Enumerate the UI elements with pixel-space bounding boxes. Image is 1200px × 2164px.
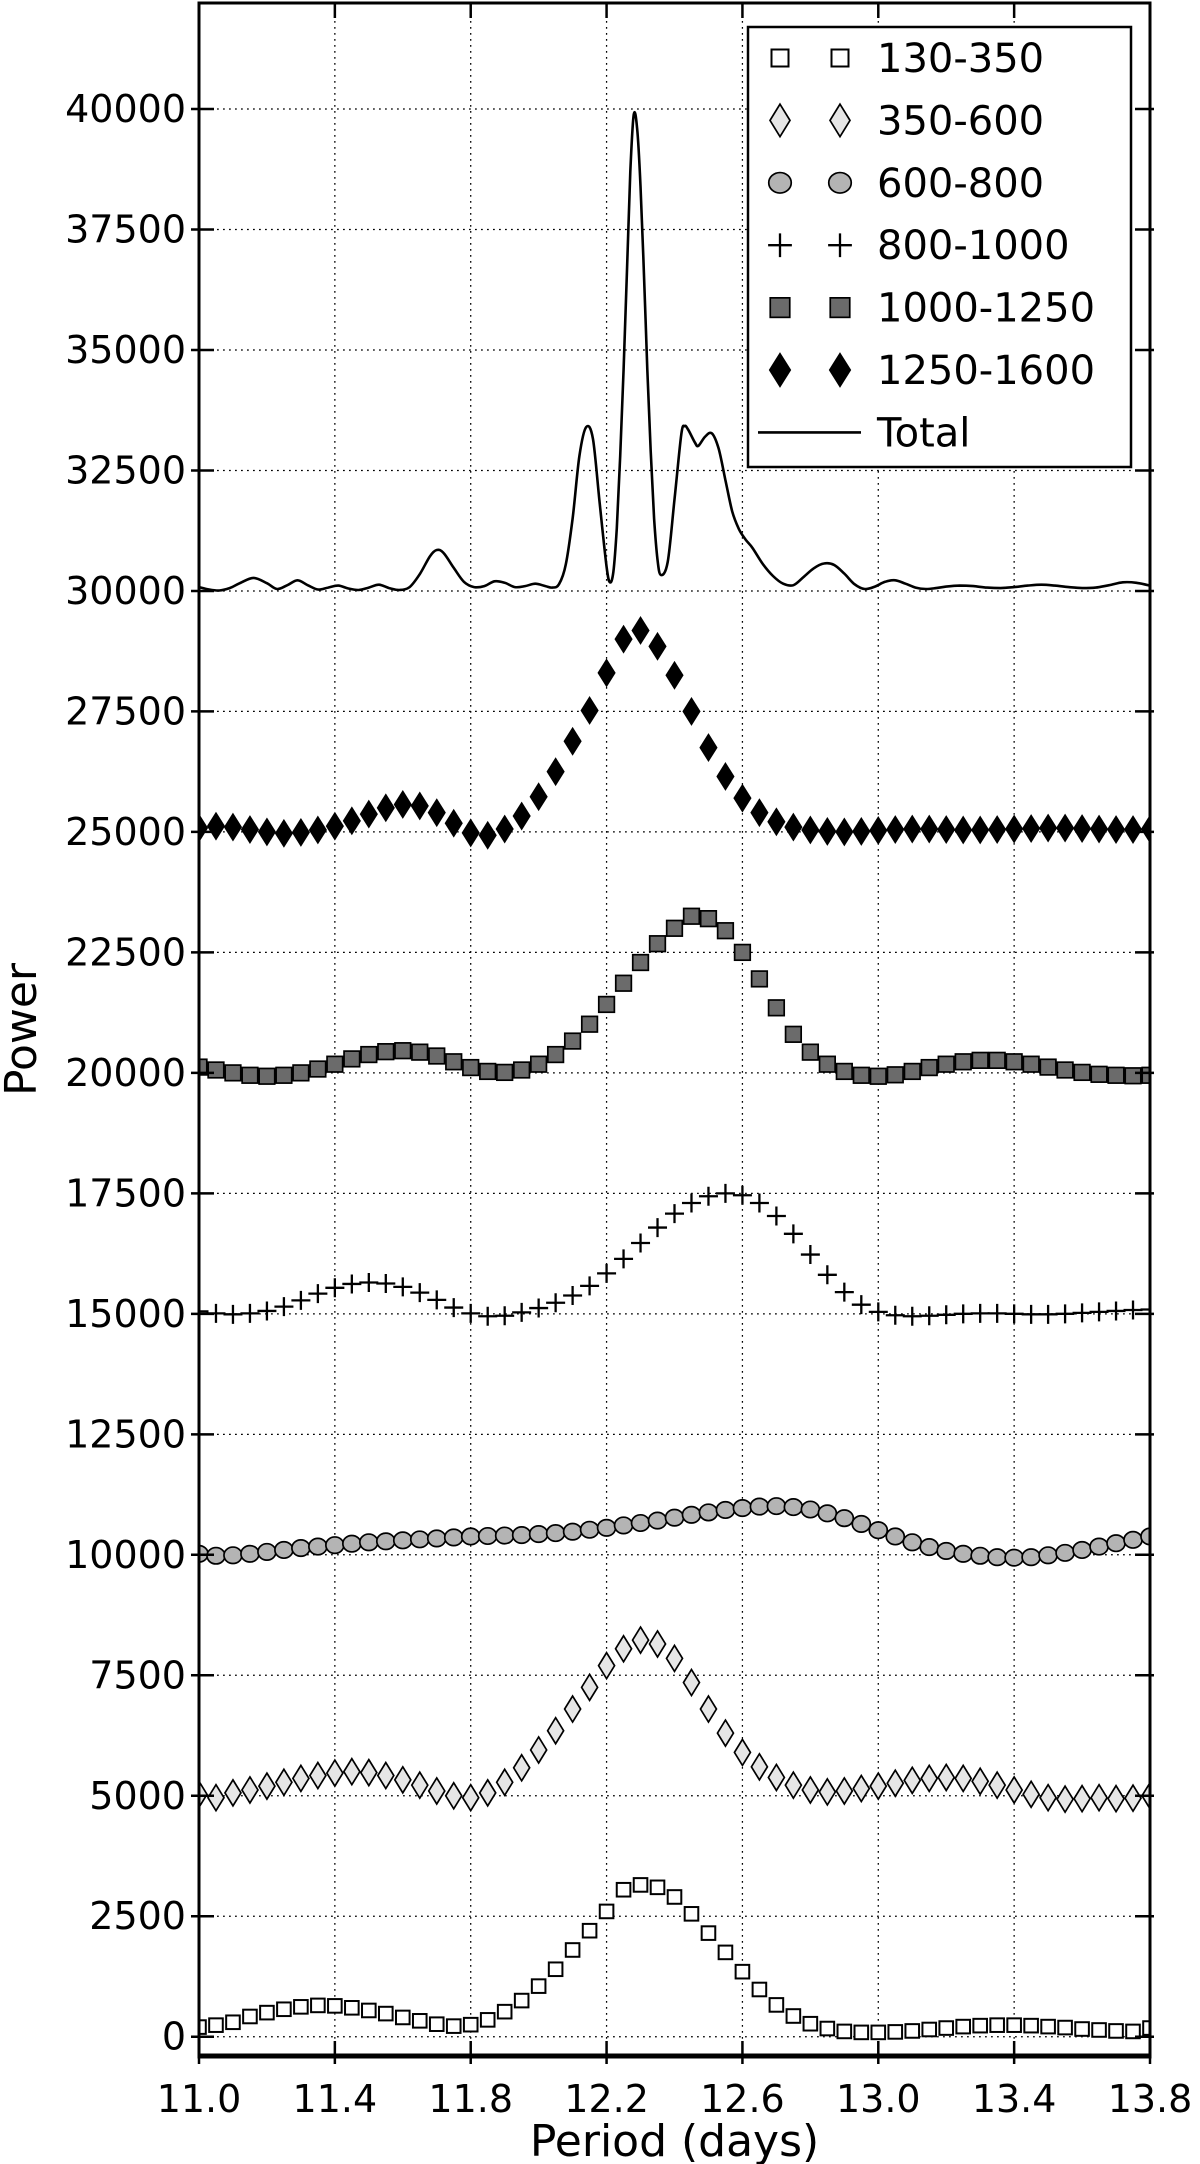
y-tick-label: 37500 (65, 208, 186, 252)
y-tick-label: 25000 (65, 810, 186, 854)
y-tick-labels: 0 2500 5000 7500 10000 12500 15000 17500 20000 22… (65, 87, 186, 2059)
series-130-350 (199, 1877, 1150, 2041)
legend-label: 1250-1600 (877, 348, 1095, 394)
y-tick-label: 7500 (89, 1653, 186, 1697)
y-tick-label: 10000 (65, 1533, 186, 1577)
y-tick-label: 0 (162, 2015, 186, 2059)
y-tick-label: 35000 (65, 328, 186, 372)
y-tick-label: 20000 (65, 1051, 186, 1095)
tick-marks (191, 3, 1154, 2064)
series-600-800 (199, 1497, 1150, 1567)
x-tick-label: 11.0 (157, 2077, 242, 2121)
series-layer (199, 110, 1150, 2041)
y-tick-label: 40000 (65, 87, 186, 131)
y-tick-label: 30000 (65, 569, 186, 613)
legend-label: 1000-1250 (877, 286, 1095, 332)
y-tick-label: 2500 (89, 1894, 186, 1938)
legend-marker-plus-icon (768, 233, 852, 258)
y-tick-label: 27500 (65, 689, 186, 733)
y-tick-label: 12500 (65, 1412, 186, 1456)
legend-label: 350-600 (877, 98, 1044, 144)
legend-entry-total: Total (758, 410, 970, 456)
legend-label: 130-350 (877, 36, 1044, 82)
x-tick-label: 12.2 (564, 2077, 649, 2121)
x-tick-label: 13.0 (836, 2077, 921, 2121)
legend-label: Total (876, 410, 970, 456)
legend-label: 800-1000 (877, 223, 1070, 269)
total-line (199, 110, 1150, 592)
y-tick-label: 22500 (65, 930, 186, 974)
legend: 130-350 350-600 600-800 800-1000 1000-1250 12… (746, 25, 1133, 469)
x-tick-label: 12.6 (700, 2077, 785, 2121)
series-800-1000 (199, 1183, 1150, 1326)
legend-marker-filled-circle-icon (767, 171, 853, 194)
legend-marker-filled-diamond-icon (768, 352, 852, 388)
x-tick-label: 13.8 (1108, 2077, 1193, 2121)
x-axis-title: Period (days) (530, 2116, 819, 2164)
x-tick-label: 11.8 (428, 2077, 513, 2121)
series-total (199, 110, 1150, 592)
legend-entry-800-1000: 800-1000 (768, 223, 1070, 269)
y-tick-label: 17500 (65, 1171, 186, 1215)
axes-spines (197, 1, 1152, 2059)
x-tick-labels: 11.0 11.4 11.8 12.2 12.6 13.0 13.4 13.8 (157, 2077, 1193, 2121)
legend-entry-350-600: 350-600 (769, 98, 1044, 144)
legend-entry-1250-1600: 1250-1600 (768, 348, 1095, 394)
y-axis-title: Power (0, 962, 47, 1096)
y-tick-label: 15000 (65, 1292, 186, 1336)
legend-label: 600-800 (877, 161, 1044, 207)
y-tick-label: 32500 (65, 448, 186, 492)
series-1000-1250 (199, 907, 1150, 1085)
series-1250-1600 (199, 616, 1150, 850)
legend-entry-130-350: 130-350 (770, 36, 1044, 82)
legend-box (746, 25, 1133, 469)
legend-marker-open-square-icon (770, 48, 850, 68)
legend-entry-1000-1250: 1000-1250 (769, 286, 1095, 332)
x-tick-label: 13.4 (972, 2077, 1057, 2121)
series-350-600 (199, 1625, 1150, 1814)
legend-marker-filled-square-icon (769, 297, 851, 319)
legend-marker-open-diamond-icon (769, 102, 851, 139)
legend-entry-600-800: 600-800 (767, 161, 1044, 207)
x-tick-label: 11.4 (293, 2077, 378, 2121)
y-tick-label: 5000 (89, 1774, 186, 1818)
